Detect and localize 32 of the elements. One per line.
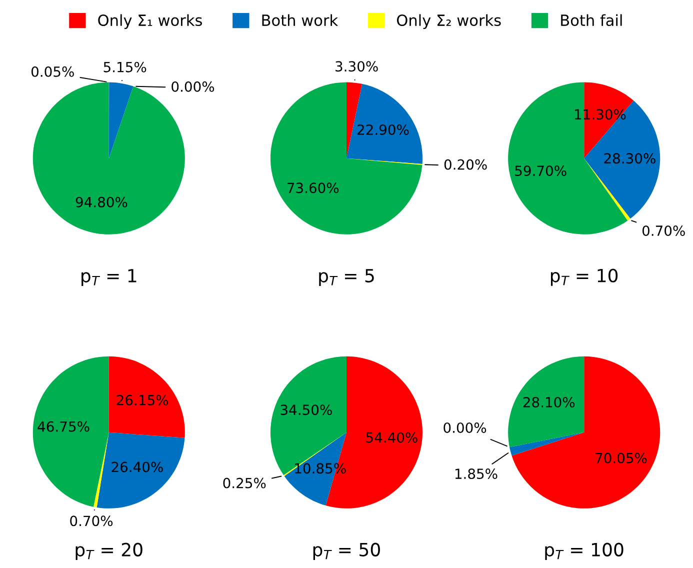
- data-label: 54.40%: [366, 432, 418, 443]
- text: p$_{T}$ = 10: [550, 268, 618, 286]
- legend-label: Both fail: [561, 14, 622, 26]
- data-label: 0.20%: [444, 159, 487, 170]
- data-label: 3.30%: [336, 61, 378, 72]
- data-label: 26.40%: [112, 462, 163, 472]
- data-label: 0.25%: [223, 478, 266, 488]
- data-label: 28.10%: [523, 396, 575, 408]
- data-label: 70.05%: [596, 452, 647, 464]
- data-label: 46.75%: [38, 421, 90, 432]
- data-label: 0.05%: [31, 66, 74, 77]
- data-label: 94.80%: [76, 196, 128, 208]
- data-label: 0.70%: [70, 516, 113, 526]
- data-label: 59.70%: [515, 166, 566, 176]
- text: p$_{T}$ = 1: [82, 269, 136, 286]
- text: p$_{T}$ = 100: [545, 542, 624, 560]
- data-label: 0.70%: [642, 225, 685, 236]
- data-label: 28.30%: [604, 153, 656, 164]
- data-label: 26.15%: [116, 394, 168, 406]
- data-label: 22.90%: [358, 124, 409, 135]
- text: p$_{T}$ = 20: [76, 542, 142, 560]
- data-label: 1.85%: [455, 468, 498, 480]
- legend-label: Both work: [262, 14, 338, 26]
- data-label: 73.60%: [288, 182, 339, 194]
- legend-label: Only Σ₂ works: [397, 14, 501, 29]
- legend-label: Only Σ₁ works: [98, 14, 202, 29]
- data-label: 5.15%: [104, 62, 146, 72]
- text: p$_{T}$ = 50: [313, 542, 380, 560]
- text: p$_{T}$ = 5: [319, 269, 374, 286]
- data-label: 34.50%: [280, 404, 332, 416]
- text: 0.00%: [172, 81, 214, 92]
- text: 0.00%: [444, 422, 486, 433]
